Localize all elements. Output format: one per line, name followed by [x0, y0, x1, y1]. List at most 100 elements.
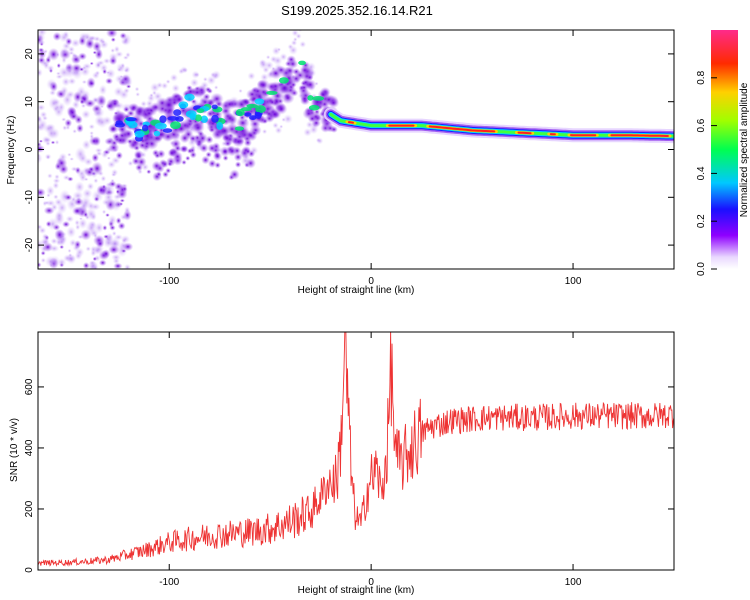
spectrogram-noise-blob	[55, 52, 60, 58]
spectrogram-scatter-blob	[238, 88, 243, 94]
spectrogram-signal-blob	[162, 98, 176, 111]
spectrogram-ytick-label: 0	[24, 146, 35, 152]
spectrogram-noise-blob	[93, 196, 100, 202]
spectrogram-scatter-blob	[211, 70, 221, 80]
spectrogram-noise-blob	[117, 222, 126, 230]
spectrogram-noise-blob	[38, 68, 43, 77]
spectrogram-noise-blob	[92, 109, 103, 117]
spectrogram-noise-blob	[47, 217, 59, 231]
spectrogram-signal-blob	[270, 110, 279, 118]
spectrogram-signal-blob	[115, 135, 126, 145]
spectrogram-scatter-blob	[213, 85, 219, 90]
spectrogram-noise-blob	[92, 41, 102, 52]
spectrogram-noise-blob	[90, 249, 97, 257]
spectrogram-noise-blob	[113, 193, 122, 200]
spectrogram-hotspot	[211, 114, 219, 123]
spectrogram-noise-blob	[74, 146, 87, 162]
colorbar-gradient	[711, 30, 738, 269]
spectrogram-hotspot	[255, 105, 266, 113]
spectrogram-noise-blob	[123, 65, 131, 74]
spectrogram-noise-blob	[52, 181, 60, 190]
spectrogram-noise-blob	[38, 187, 46, 197]
spectrogram-noise-blob	[57, 257, 67, 267]
spectrogram-hotspot	[249, 115, 257, 120]
snr-ylabel: SNR (10 * v/v)	[9, 418, 20, 482]
spectrogram-noise-blob	[105, 77, 114, 85]
spectrogram-scatter-blob	[281, 117, 286, 122]
spectrogram-noise-blob	[42, 237, 50, 247]
snr-ytick-label: 600	[24, 378, 35, 395]
spectrogram-signal-blob	[301, 78, 310, 87]
spectrogram-noise-blob	[46, 193, 51, 198]
snr-frame	[37, 331, 675, 571]
colorbar-tick-label: 0.0	[696, 262, 707, 276]
spectrogram-hotspot	[235, 108, 245, 117]
spectrogram-scatter-blob	[165, 79, 171, 85]
spectrogram-noise-blob	[57, 102, 66, 113]
spectrogram-scatter-blob	[272, 55, 283, 66]
spectrogram-signal-blob	[277, 81, 292, 94]
spectrogram-noise-blob	[108, 56, 118, 66]
spectrogram-noise-blob	[45, 220, 52, 228]
spectrogram-signal-blob	[245, 157, 257, 169]
spectrogram-band-peak	[517, 131, 532, 135]
spectrogram-noise-blob	[50, 203, 58, 212]
spectrogram-noise-blob	[85, 246, 92, 252]
spectrogram-signal-blob	[185, 155, 191, 161]
spectrogram-hotspot	[114, 122, 125, 128]
spectrogram-hotspot	[162, 128, 173, 133]
spectrogram-noise-blob	[92, 256, 98, 262]
spectrogram-hotspot	[170, 121, 182, 130]
spectrogram-noise-blob	[74, 219, 80, 226]
spectrogram-noise-blob	[79, 200, 89, 212]
spectrogram-hotspot	[234, 126, 245, 131]
spectrogram-signal-blob	[270, 81, 282, 92]
spectrogram-xtick-label: 100	[565, 276, 582, 287]
spectrogram-hotspot	[128, 121, 138, 129]
spectrogram-ylabel: Frequency (Hz)	[6, 116, 17, 185]
spectrogram-noise-blob	[114, 234, 123, 241]
spectrogram-noise-blob	[63, 64, 76, 79]
spectrogram-hotspot	[173, 109, 182, 116]
spectrogram-hotspot	[153, 130, 161, 137]
spectrogram-noise-blob	[47, 173, 53, 179]
spectrogram-noise-blob	[38, 262, 42, 268]
spectrogram-scatter-blob	[288, 45, 299, 55]
spectrogram-noise-blob	[96, 116, 108, 129]
spectrogram-noise-blob	[48, 96, 60, 110]
spectrogram-xtick-label: 0	[368, 276, 374, 287]
spectrogram-signal-blob	[272, 97, 281, 106]
spectrogram-hotspot	[312, 96, 325, 101]
spectrogram-noise-blob	[65, 65, 71, 71]
spectrogram-signal-blob	[208, 126, 216, 134]
spectrogram-signal-blob	[207, 143, 217, 153]
spectrogram-noise-blob	[38, 224, 43, 230]
spectrogram-signal-blob	[245, 148, 251, 155]
colorbar-tick-label: 0.6	[696, 118, 707, 132]
spectrogram-noise-blob	[103, 234, 110, 239]
spectrogram-signal-blob	[287, 58, 299, 69]
spectrogram-hotspot	[184, 93, 195, 101]
spectrogram-scatter-blob	[247, 71, 256, 81]
spectrogram-noise-blob	[101, 209, 107, 215]
spectrogram-noise-blob	[38, 104, 46, 111]
spectrogram-signal-blob	[276, 65, 287, 75]
snr-axes: -100 0 100 0 200 400 600	[24, 332, 674, 588]
spectrogram-content	[38, 30, 674, 269]
spectrogram-noise-blob	[54, 174, 60, 180]
spectrogram-noise-blob	[41, 115, 49, 121]
spectrogram-hotspot	[200, 115, 208, 123]
spectrogram-signal-blob	[134, 107, 145, 116]
spectrogram-scatter-blob	[316, 137, 324, 145]
spectrogram-noise-blob	[78, 217, 83, 221]
spectrogram-noise-blob	[121, 78, 132, 87]
spectrogram-noise-blob	[123, 206, 131, 214]
spectrogram-noise-blob	[79, 98, 85, 105]
spectrogram-noise-blob	[120, 38, 130, 46]
spectrogram-noise-blob	[59, 47, 69, 56]
snr-content	[38, 332, 674, 567]
spectrogram-signal-blob	[197, 132, 209, 144]
spectrogram-ytick-label: -20	[24, 237, 35, 252]
spectrogram-noise-blob	[111, 253, 122, 261]
spectrogram-signal-blob	[330, 125, 338, 133]
